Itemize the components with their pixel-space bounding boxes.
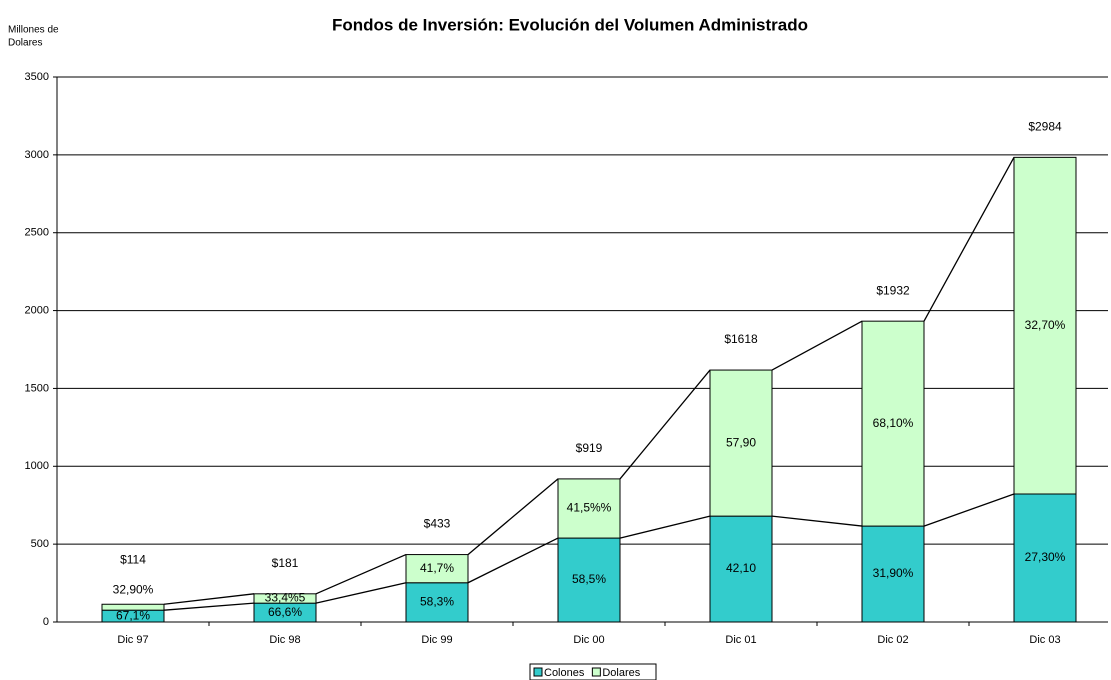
total-connector (923, 157, 1015, 322)
total-connector (771, 320, 863, 371)
chart-title: Fondos de Inversión: Evolución del Volum… (332, 15, 808, 34)
legend-label: Colones (544, 667, 585, 679)
x-tick-label: Dic 98 (269, 634, 300, 646)
y-tick-label: 0 (43, 616, 49, 628)
colones-connector (315, 582, 407, 604)
y-tick-label: 3000 (25, 149, 49, 161)
bar-segment (861, 320, 925, 527)
bar-segment (405, 582, 469, 623)
total-connector (163, 593, 255, 605)
bar-segment (557, 537, 621, 623)
segment-label: 33,4%5 (265, 591, 306, 605)
y-tick-label: 2500 (25, 227, 49, 239)
bar-segment (101, 603, 165, 611)
segment-label: 32,90% (113, 582, 154, 596)
segment-label: 41,5%% (567, 501, 612, 515)
total-connector (315, 553, 407, 595)
bar-segment (557, 478, 621, 539)
total-connector (619, 369, 711, 480)
total-label: $114 (120, 552, 146, 566)
segment-label: 67,1% (116, 608, 150, 622)
total-label: $181 (272, 556, 299, 570)
legend-swatch (591, 667, 601, 677)
colones-connector (467, 537, 559, 584)
segment-label: 32,70% (1025, 318, 1066, 332)
colones-connector (163, 602, 255, 611)
segment-label: 66,6% (268, 605, 302, 619)
bar-segment (709, 515, 773, 623)
total-label: $919 (576, 441, 603, 455)
colones-connector (923, 493, 1015, 527)
total-connector (467, 478, 559, 556)
y-tick-label: 2000 (25, 304, 49, 316)
segment-label: 57,90 (726, 435, 756, 449)
total-label: $1618 (724, 332, 758, 346)
bar-segment (1013, 493, 1077, 623)
y-tick-label: 1000 (25, 460, 49, 472)
x-tick-label: Dic 97 (117, 634, 148, 646)
segment-label: 27,30% (1025, 550, 1066, 564)
segment-label: 58,5% (572, 572, 606, 586)
x-tick-label: Dic 99 (421, 634, 452, 646)
bar-segment (253, 593, 317, 604)
y-tick-label: 1500 (25, 382, 49, 394)
y-axis-label: Dolares (8, 38, 42, 49)
bar-segment (405, 554, 469, 584)
bar-segment (861, 525, 925, 623)
x-tick-label: Dic 00 (573, 634, 604, 646)
y-tick-label: 3500 (25, 71, 49, 83)
segment-label: 41,7% (420, 561, 454, 575)
colones-connector (771, 515, 863, 527)
x-tick-label: Dic 02 (877, 634, 908, 646)
legend-label: Dolares (602, 667, 640, 679)
bar-segment (709, 369, 773, 517)
total-label: $433 (424, 517, 451, 531)
segment-label: 31,90% (873, 566, 914, 580)
bar-segment (1013, 156, 1077, 495)
colones-connector (619, 515, 711, 539)
x-tick-label: Dic 03 (1029, 634, 1060, 646)
segment-label: 42,10 (726, 561, 756, 575)
total-label: $2984 (1028, 120, 1062, 134)
y-tick-label: 500 (31, 538, 49, 550)
total-label: $1932 (876, 283, 910, 297)
segment-label: 68,10% (873, 416, 914, 430)
segment-label: 58,3% (420, 595, 454, 609)
y-axis-label: Millones de (8, 25, 59, 36)
legend-swatch (533, 667, 543, 677)
x-tick-label: Dic 01 (725, 634, 756, 646)
